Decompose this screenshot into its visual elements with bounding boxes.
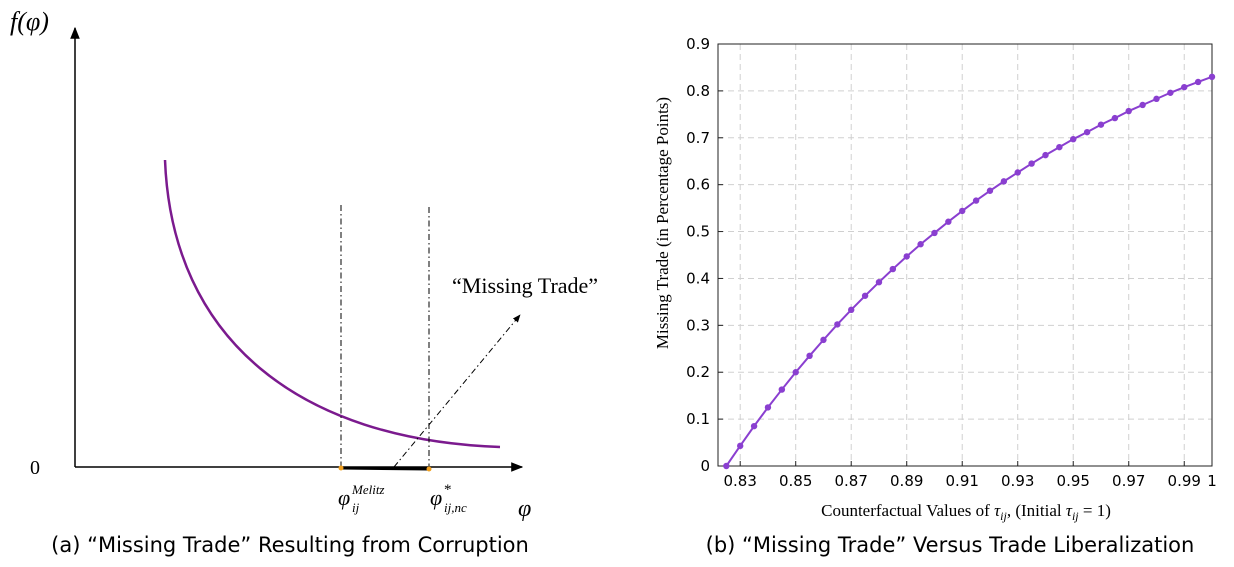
missing-segment bbox=[340, 466, 430, 471]
y-tick-label: 0.8 bbox=[686, 82, 710, 100]
marker bbox=[861, 292, 869, 299]
annotation: “Missing Trade” bbox=[452, 273, 598, 298]
marker bbox=[917, 241, 924, 248]
y-tick-label: 0.5 bbox=[686, 223, 710, 241]
marker bbox=[875, 278, 883, 286]
x-tick-label: 0.97 bbox=[1112, 472, 1145, 490]
marker bbox=[778, 386, 786, 393]
x-label: φ bbox=[518, 496, 531, 522]
marker bbox=[1125, 107, 1132, 115]
x-tick-label: 0.93 bbox=[1001, 472, 1034, 490]
y-tick-label: 0.9 bbox=[686, 35, 710, 53]
x-tick-label: 0.89 bbox=[890, 472, 923, 490]
marker bbox=[986, 187, 994, 194]
marker bbox=[1181, 83, 1188, 91]
marker bbox=[1056, 143, 1063, 151]
marker bbox=[1167, 89, 1174, 96]
x-tick-label: 0.83 bbox=[723, 472, 756, 490]
marker bbox=[931, 229, 938, 237]
y-tick-label: 0 bbox=[700, 457, 710, 475]
marker bbox=[1139, 101, 1146, 109]
x-tick-label: 0.99 bbox=[1168, 472, 1201, 490]
x-title-part: τ bbox=[994, 501, 1001, 520]
cutoff-2-sub: ij,nc bbox=[444, 500, 467, 515]
x-tick-label: 0.85 bbox=[779, 472, 812, 490]
cutoff-1-sup: Melitz bbox=[351, 482, 385, 497]
marker bbox=[959, 207, 966, 215]
marker bbox=[1042, 151, 1049, 159]
y-label-sym: f bbox=[10, 7, 21, 36]
x-tick-label: 1 bbox=[1207, 472, 1217, 490]
marker bbox=[806, 352, 813, 360]
cutoff-2-sup: * bbox=[444, 482, 452, 498]
y-tick-label: 0.2 bbox=[686, 363, 710, 381]
marker bbox=[848, 306, 855, 314]
marker bbox=[1083, 128, 1091, 136]
x-title-part: Counterfactual Values of bbox=[821, 501, 994, 520]
cutoff-2-sym: φ bbox=[430, 485, 442, 510]
line bbox=[725, 75, 1213, 467]
marker bbox=[792, 369, 799, 376]
x-title-part: τ bbox=[1066, 501, 1073, 520]
marker bbox=[1028, 160, 1035, 167]
cutoff-1-sub: ij bbox=[352, 500, 360, 515]
x-tick-label: 0.91 bbox=[946, 472, 979, 490]
marker bbox=[1208, 73, 1216, 81]
annotation-arrow bbox=[393, 314, 521, 468]
marker bbox=[723, 462, 730, 470]
marker bbox=[1070, 135, 1077, 143]
density-curve bbox=[163, 159, 501, 449]
marker bbox=[1014, 169, 1021, 176]
marker bbox=[889, 265, 897, 273]
y-label: f(φ) bbox=[10, 7, 49, 36]
cutoff-1-sym: φ bbox=[338, 485, 350, 510]
marker bbox=[750, 422, 758, 430]
panel-a: f(φ) 0 φ “Missing Trade” φ ij Melitz φ i… bbox=[10, 7, 598, 522]
marker bbox=[945, 218, 952, 225]
caption: (a) “Missing Trade” Resulting from Corru… bbox=[51, 533, 529, 557]
marker bbox=[764, 404, 772, 411]
marker bbox=[1000, 178, 1008, 185]
x-title-part: , (Initial bbox=[1007, 501, 1066, 520]
y-tick-label: 0.4 bbox=[686, 269, 710, 287]
cutoff-dot bbox=[426, 466, 432, 472]
y-label-arg: (φ) bbox=[17, 7, 49, 36]
marker bbox=[820, 336, 827, 344]
y-tick-label: 0.7 bbox=[686, 129, 710, 147]
x-title-part: = 1) bbox=[1079, 501, 1111, 520]
y-tick-label: 0.1 bbox=[686, 410, 710, 428]
plot-frame bbox=[717, 43, 1213, 467]
marker bbox=[834, 321, 841, 328]
x-title-part: ij bbox=[1072, 509, 1079, 523]
y-axis-title: Missing Trade (in Percentage Points) bbox=[653, 97, 672, 349]
cutoff-dot bbox=[338, 465, 344, 471]
marker bbox=[1111, 114, 1119, 122]
x-axis-title: Counterfactual Values of τij, (Initial τ… bbox=[821, 501, 1111, 523]
marker bbox=[1097, 121, 1105, 128]
y-tick-label: 0.3 bbox=[686, 316, 710, 334]
x-tick-label: 0.87 bbox=[835, 472, 868, 490]
y-tick-label: 0.6 bbox=[686, 176, 710, 194]
x-tick-label: 0.95 bbox=[1057, 472, 1090, 490]
marker bbox=[903, 253, 910, 260]
marker bbox=[972, 197, 980, 204]
caption: (b) “Missing Trade” Versus Trade Liberal… bbox=[706, 533, 1195, 557]
x-title-part: ij bbox=[1000, 509, 1007, 523]
marker bbox=[1153, 95, 1160, 103]
marker bbox=[737, 442, 744, 450]
marker bbox=[1194, 78, 1202, 86]
origin-label: 0 bbox=[30, 457, 40, 479]
